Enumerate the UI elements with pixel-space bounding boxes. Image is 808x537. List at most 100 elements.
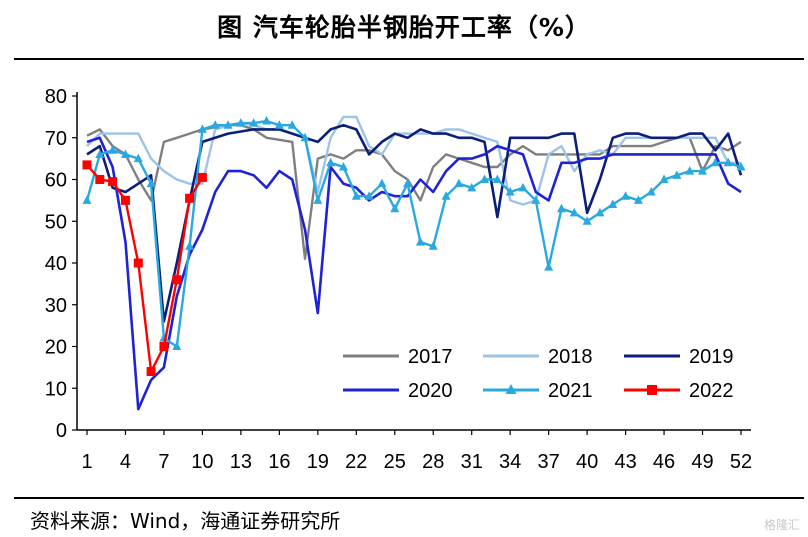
data-point-2021 [326, 157, 336, 167]
legend-item-2018: 2018 [483, 346, 593, 368]
source-divider [14, 497, 804, 499]
y-tick-label: 10 [45, 378, 67, 400]
series-line-2017 [86, 124, 742, 260]
data-point-2021 [518, 182, 528, 192]
data-point-2021 [569, 207, 579, 217]
data-point-2021 [120, 149, 130, 158]
y-tick-label: 70 [45, 128, 67, 150]
y-tick-label: 40 [45, 253, 67, 275]
data-point-2021 [492, 174, 502, 183]
data-point-2021 [313, 195, 323, 204]
x-tick-label: 22 [345, 451, 367, 473]
x-tick-label: 31 [461, 451, 483, 473]
data-point-2021 [390, 203, 400, 213]
series-line-2022 [86, 164, 204, 373]
data-point-2021 [249, 118, 259, 127]
data-point-2022 [185, 193, 195, 203]
chart-title: 图 汽车轮胎半钢胎开工率（%） [217, 13, 591, 42]
data-point-2022 [120, 195, 130, 205]
data-point-2021 [82, 195, 92, 204]
data-point-2021 [172, 341, 182, 350]
data-point-2021 [544, 262, 554, 271]
data-point-2021 [454, 178, 464, 188]
y-tick-label: 50 [45, 211, 67, 233]
data-point-2021 [659, 174, 669, 183]
y-tick-label: 20 [45, 337, 67, 359]
legend-item-2019: 2019 [624, 346, 734, 368]
legend-item-2022: 2022 [624, 380, 734, 402]
data-point-2022 [197, 172, 207, 182]
x-tick-label: 34 [499, 451, 521, 473]
series-layer [82, 115, 746, 411]
data-point-2021 [672, 170, 682, 179]
x-tick-label: 43 [614, 451, 636, 473]
axes: 0 10 20 30 40 50 60 70 80 1 4 7 10 13 16 19 22 25 28 31 34 37… [45, 86, 752, 473]
data-point-2021 [146, 178, 156, 188]
x-tick-label: 16 [268, 451, 290, 473]
data-point-2021 [185, 241, 195, 250]
watermark-logo: 格隆汇 [763, 518, 800, 532]
data-point-2021 [223, 120, 233, 129]
data-point-2021 [95, 149, 105, 158]
data-point-2021 [364, 191, 374, 200]
data-point-2021 [621, 191, 631, 200]
data-point-2021 [287, 120, 297, 129]
data-point-2021 [262, 116, 272, 125]
data-point-2021 [633, 195, 643, 204]
data-point-2021 [531, 195, 541, 204]
title-divider [14, 58, 804, 60]
data-point-2022 [133, 258, 143, 268]
x-tick-label: 46 [653, 451, 675, 473]
legend-marker [647, 385, 657, 395]
data-point-2021 [723, 157, 733, 167]
data-point-2021 [480, 174, 490, 183]
data-point-2022 [82, 160, 92, 170]
series-2019 [86, 123, 743, 323]
x-tick-label: 4 [120, 451, 131, 473]
x-tick-label: 19 [307, 451, 329, 473]
data-point-2021 [556, 203, 566, 213]
data-point-2021 [710, 157, 720, 167]
series-2022 [82, 160, 207, 377]
x-tick-label: 7 [158, 451, 169, 473]
series-2017 [86, 124, 742, 260]
legend-label: 2021 [548, 380, 593, 402]
data-point-2021 [274, 120, 284, 129]
x-tick-label: 49 [691, 451, 713, 473]
data-point-2021 [197, 124, 207, 133]
data-point-2021 [236, 118, 246, 127]
data-point-2022 [172, 275, 182, 285]
data-point-2022 [159, 342, 169, 351]
x-tick-label: 1 [81, 451, 92, 473]
data-point-2022 [108, 177, 118, 187]
data-point-2021 [338, 161, 348, 171]
x-tick-label: 52 [730, 451, 752, 473]
series-line-2019 [86, 123, 743, 323]
legend-label: 2017 [408, 346, 453, 368]
y-tick-label: 30 [45, 295, 67, 317]
legend-label: 2020 [408, 380, 453, 402]
y-tick-label: 60 [45, 170, 67, 192]
x-tick-label: 10 [191, 451, 213, 473]
legend-label: 2019 [689, 346, 734, 368]
data-point-2021 [210, 120, 220, 129]
x-tick-label: 13 [230, 451, 252, 473]
series-line-2020 [86, 136, 742, 411]
data-point-2021 [608, 199, 618, 209]
x-tick-label: 37 [538, 451, 560, 473]
data-point-2021 [403, 178, 413, 188]
legend: 2017 2018 2019 2020 2021 2022 [343, 346, 734, 402]
legend-marker [505, 384, 517, 394]
data-point-2021 [300, 132, 310, 142]
x-tick-label: 40 [576, 451, 598, 473]
data-point-2022 [95, 175, 105, 184]
series-2020 [86, 136, 742, 411]
data-point-2021 [428, 241, 438, 250]
legend-item-2017: 2017 [343, 346, 453, 368]
data-point-2021 [133, 153, 143, 163]
data-point-2021 [646, 187, 656, 196]
data-point-2021 [108, 145, 118, 154]
y-tick-label: 80 [45, 86, 67, 108]
legend-label: 2018 [548, 346, 593, 368]
